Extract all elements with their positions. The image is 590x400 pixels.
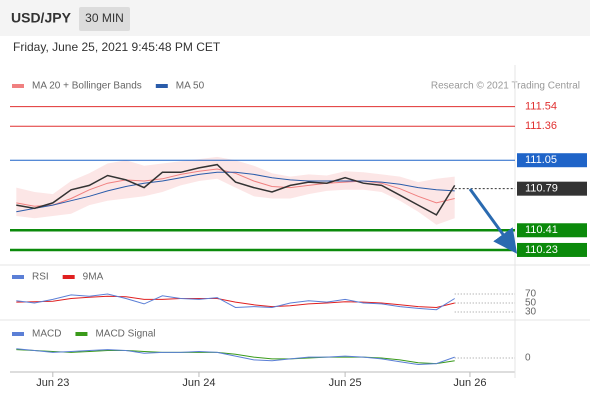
level-box — [517, 181, 587, 196]
credit: Research © 2021 Trading Central — [431, 81, 580, 92]
legend-swatch — [12, 275, 24, 279]
level-label: 110.79 — [525, 183, 558, 195]
ma-line — [16, 171, 455, 213]
legend-label: MACD — [32, 329, 61, 340]
legend-swatch — [62, 275, 75, 279]
level-box — [517, 223, 587, 238]
legend-swatch — [155, 84, 168, 88]
x-tick-label: Jun 25 — [329, 377, 362, 389]
legend-swatch — [12, 84, 24, 88]
timeframe[interactable]: 30 MIN — [85, 11, 124, 25]
x-tick-label: Jun 23 — [36, 377, 69, 389]
legend-label: MA 20 + Bollinger Bands — [32, 81, 142, 92]
legend-label: 9MA — [83, 272, 104, 283]
macd-line — [16, 348, 455, 366]
legend-label: MA 50 — [176, 81, 205, 92]
timestamp: Friday, June 25, 2021 9:45:48 PM CET — [13, 40, 221, 54]
level-label: 110.41 — [525, 224, 558, 236]
x-tick-label: Jun 26 — [453, 377, 486, 389]
rsi-line — [16, 293, 455, 311]
forecast-arrow — [468, 188, 518, 254]
timeframe-button[interactable] — [79, 7, 130, 31]
legend-label: MACD Signal — [95, 329, 155, 340]
ma-line — [16, 168, 455, 207]
y-tick-label: 30 — [525, 307, 537, 318]
level-label: 111.54 — [525, 100, 557, 112]
price-line — [16, 163, 456, 216]
level-label: 111.36 — [525, 120, 557, 132]
bollinger-band — [16, 156, 455, 225]
legend-label: RSI — [32, 272, 49, 283]
level-label: 110.23 — [525, 244, 558, 256]
y-tick-label: 0 — [525, 353, 531, 364]
x-tick-label: Jun 24 — [182, 377, 215, 389]
level-box — [517, 153, 587, 168]
legend-swatch — [75, 332, 88, 336]
y-tick-label: 50 — [525, 298, 537, 309]
y-tick-label: 70 — [525, 289, 537, 300]
level-label: 111.05 — [525, 154, 557, 166]
macd-line — [16, 349, 455, 365]
legend-swatch — [12, 332, 24, 336]
level-box — [517, 242, 587, 257]
symbol: USD/JPY — [11, 10, 72, 26]
rsi-line — [16, 295, 455, 309]
